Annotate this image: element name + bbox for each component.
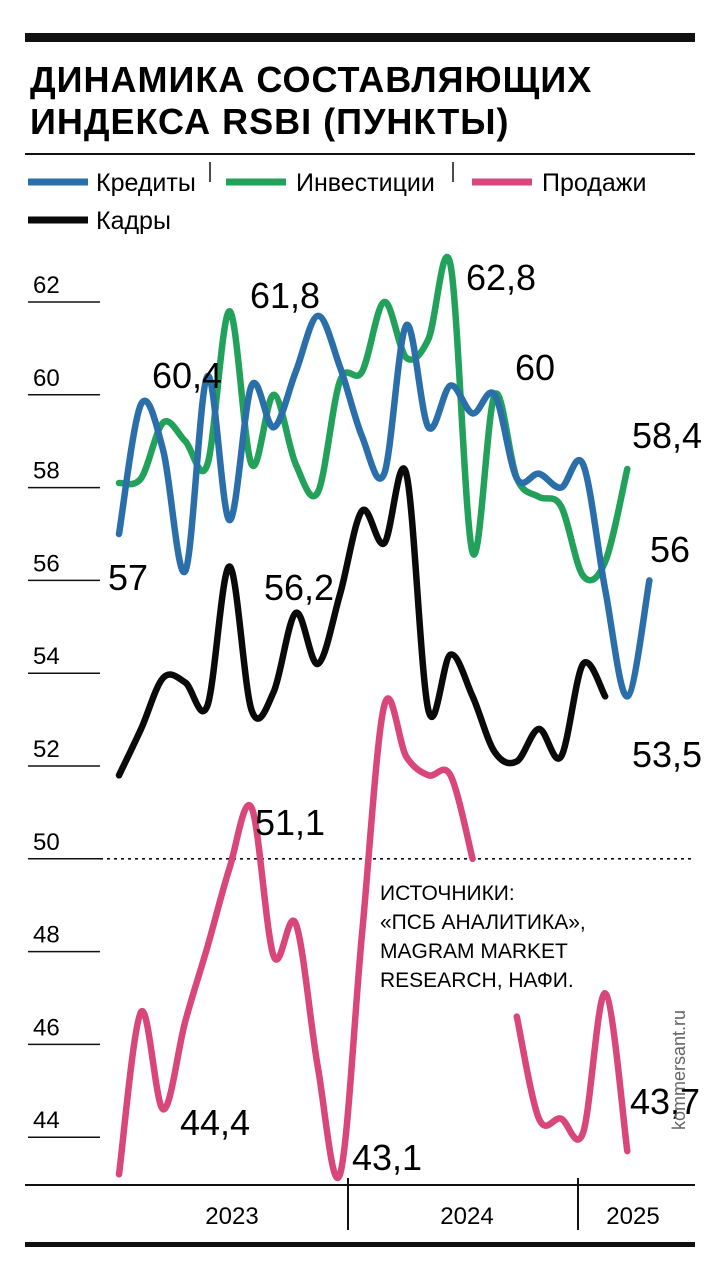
data-label-investments-23: 58,4 bbox=[632, 415, 702, 456]
data-label-investments-15: 62,8 bbox=[466, 257, 536, 298]
chart-title-line-2: ИНДЕКСА RSBI (ПУНКТЫ) bbox=[30, 101, 510, 142]
legend: Кредиты Инвестиции Продажи Кадры bbox=[28, 162, 646, 235]
data-label-investments-5: 61,8 bbox=[250, 275, 320, 316]
series-line-sales-1 bbox=[513, 990, 631, 1155]
data-label-staff-8: 56,2 bbox=[264, 567, 334, 608]
source-line-1: ИСТОЧНИКИ: bbox=[380, 882, 515, 905]
series-line-sales-0 bbox=[115, 695, 476, 1181]
top-rule bbox=[25, 33, 695, 42]
data-label-staff-22: 53,5 bbox=[632, 734, 702, 775]
credit-text: kommersant.ru bbox=[669, 1010, 689, 1130]
y-tick-label-54: 54 bbox=[33, 643, 60, 670]
x-tick-label-2025: 2025 bbox=[606, 1203, 659, 1230]
y-tick-label-48: 48 bbox=[33, 922, 60, 949]
y-tick-label-56: 56 bbox=[33, 550, 60, 577]
series-sales bbox=[115, 695, 631, 1181]
legend-item-investments: Инвестиции bbox=[226, 169, 435, 197]
data-label-sales-2: 44,4 bbox=[180, 1102, 250, 1143]
series-staff bbox=[115, 465, 609, 779]
series-line-credits-0 bbox=[115, 312, 653, 700]
data-label-credits-4: 60,4 bbox=[152, 355, 222, 396]
source-line-3: MAGRAM MARKET bbox=[380, 940, 568, 963]
data-label-credits-24: 56 bbox=[650, 529, 690, 570]
sources-note: ИСТОЧНИКИ: «ПСБ АНАЛИТИКА», MAGRAM MARKE… bbox=[380, 882, 586, 992]
series-credits bbox=[115, 312, 653, 700]
y-tick-label-50: 50 bbox=[33, 829, 60, 856]
data-label-sales-10: 43,1 bbox=[352, 1137, 422, 1178]
source-line-2: «ПСБ АНАЛИТИКА», bbox=[380, 911, 586, 934]
y-tick-label-62: 62 bbox=[33, 272, 60, 299]
series-line-staff-0 bbox=[115, 465, 609, 779]
legend-item-sales: Продажи bbox=[472, 169, 646, 197]
data-label-credits-0: 57 bbox=[108, 557, 148, 598]
data-label-investments-17: 60 bbox=[515, 347, 555, 388]
y-tick-label-52: 52 bbox=[33, 736, 60, 763]
y-tick-label-60: 60 bbox=[33, 365, 60, 392]
y-tick-label-58: 58 bbox=[33, 458, 60, 485]
x-axis: 2023 2024 2025 bbox=[25, 1178, 695, 1230]
y-axis-grid: 62 60 58 56 54 52 50 48 46 44 bbox=[28, 272, 695, 1138]
series-layer bbox=[115, 253, 653, 1181]
x-tick-label-2023: 2023 bbox=[205, 1203, 258, 1230]
y-tick-label-44: 44 bbox=[33, 1107, 60, 1134]
source-line-4: RESEARCH, НАФИ. bbox=[380, 969, 574, 992]
legend-label-staff: Кадры bbox=[96, 207, 171, 235]
data-label-sales-23: 43,7 bbox=[630, 1081, 700, 1122]
data-label-sales-6: 51,1 bbox=[255, 802, 325, 843]
legend-label-sales: Продажи bbox=[542, 169, 646, 197]
legend-label-credits: Кредиты bbox=[96, 169, 196, 197]
y-tick-label-46: 46 bbox=[33, 1014, 60, 1041]
data-labels: 57 60,4 56 61,8 62,8 60 58,4 56,2 53,5 44,4 51,1 43… bbox=[108, 257, 702, 1178]
title-rule bbox=[25, 153, 695, 155]
x-tick-label-2024: 2024 bbox=[440, 1203, 493, 1230]
legend-item-credits: Кредиты bbox=[28, 169, 196, 197]
bottom-rule bbox=[25, 1242, 695, 1247]
legend-item-staff: Кадры bbox=[28, 207, 171, 235]
chart-title-line-1: ДИНАМИКА СОСТАВЛЯЮЩИХ bbox=[30, 59, 592, 100]
legend-label-investments: Инвестиции bbox=[296, 169, 435, 197]
